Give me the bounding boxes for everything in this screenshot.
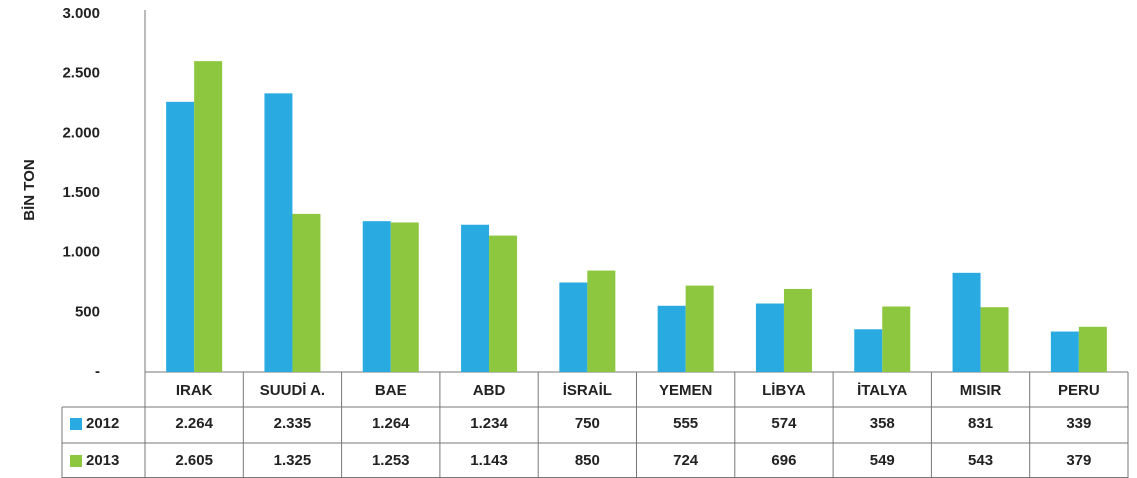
data-table-value: 543 (968, 452, 993, 469)
data-table-value: 850 (575, 452, 600, 469)
bar (952, 272, 981, 372)
data-table-value: 358 (870, 415, 895, 432)
x-tick-label: IRAK (176, 382, 213, 399)
y-tick-label: 2.500 (62, 65, 100, 82)
x-tick-label: SUUDİ A. (260, 382, 325, 399)
legend-label: 2013 (86, 452, 119, 469)
y-tick-label: 1.500 (62, 184, 100, 201)
bar (980, 307, 1009, 372)
bar (292, 213, 321, 372)
bar (657, 305, 686, 372)
bar (587, 270, 616, 372)
bar (882, 306, 911, 372)
y-tick-label: - (95, 363, 100, 380)
data-table-value: 1.253 (372, 452, 410, 469)
legend-swatch (70, 455, 82, 467)
y-tick-label: 3.000 (62, 5, 100, 22)
data-table-value: 1.143 (470, 452, 508, 469)
bar (755, 303, 784, 372)
data-table-value: 379 (1066, 452, 1091, 469)
x-tick-label: LİBYA (762, 382, 806, 399)
data-table-value: 1.264 (372, 415, 410, 432)
bar (685, 285, 714, 372)
x-tick-label: İTALYA (857, 382, 907, 399)
bar (194, 61, 223, 373)
bar (1050, 331, 1079, 372)
x-tick-label: YEMEN (659, 382, 712, 399)
data-table-value: 339 (1066, 415, 1091, 432)
bar (362, 221, 391, 372)
y-tick-label: 1.000 (62, 244, 100, 261)
x-tick-label: PERU (1058, 382, 1100, 399)
legend-label: 2012 (86, 415, 119, 432)
x-tick-label: BAE (375, 382, 407, 399)
data-table-value: 2.264 (175, 415, 213, 432)
data-table-value: 2.605 (175, 452, 213, 469)
data-table-value: 555 (673, 415, 698, 432)
data-table-value: 549 (870, 452, 895, 469)
data-table-value: 2.335 (274, 415, 312, 432)
data-table-value: 696 (771, 452, 796, 469)
data-table-value: 831 (968, 415, 993, 432)
y-tick-label: 2.000 (62, 124, 100, 141)
x-tick-label: MISIR (960, 382, 1002, 399)
x-tick-label: ABD (473, 382, 506, 399)
data-table-value: 574 (771, 415, 797, 432)
bar (390, 222, 419, 372)
data-table-value: 1.234 (470, 415, 508, 432)
data-table-value: 724 (673, 452, 699, 469)
bar (264, 93, 293, 373)
bar (489, 235, 518, 372)
bar (783, 288, 812, 372)
y-tick-label: 500 (75, 303, 100, 320)
bar (559, 282, 588, 372)
x-tick-label: İSRAİL (563, 382, 612, 399)
data-table-value: 1.325 (274, 452, 312, 469)
bar (1078, 326, 1107, 372)
bar (461, 224, 490, 372)
bar (854, 329, 883, 372)
data-table-value: 750 (575, 415, 600, 432)
y-axis-label: BİN TON (21, 159, 38, 220)
bar (166, 101, 195, 372)
legend-swatch (70, 418, 82, 430)
